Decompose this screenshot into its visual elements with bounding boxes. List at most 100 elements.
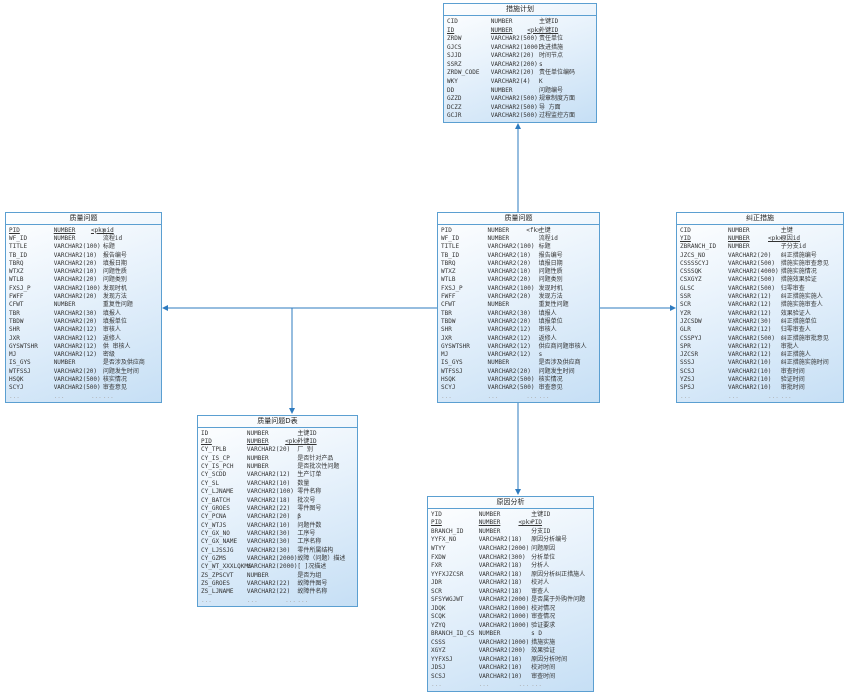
column-row[interactable]: CY_BATCH VARCHAR2(18) 批次号	[201, 497, 354, 505]
column-row[interactable]: WTXZ VARCHAR2(10) 问题性质	[9, 268, 158, 276]
column-row[interactable]: CY_IS_PCH NUMBER 是否批次性问题	[201, 463, 354, 471]
column-row[interactable]: YZSJ VARCHAR2(10) 验证时间	[680, 376, 840, 384]
column-row[interactable]: SSSJ VARCHAR2(10) 纠正措施实施时间	[680, 359, 840, 367]
column-row[interactable]: TBRQ VARCHAR2(20) 填报日期	[9, 260, 158, 268]
column-row[interactable]: SCYJ VARCHAR2(500) 审查意见	[9, 384, 158, 392]
column-row[interactable]: TB_ID VARCHAR2(10) 报告编号	[9, 252, 158, 260]
column-row[interactable]: FXSJ_P VARCHAR2(100) 发现时机	[441, 285, 596, 293]
column-row[interactable]: YID NUMBER 主键ID	[431, 511, 590, 519]
column-row[interactable]: FWFF VARCHAR2(20) 发现方法	[441, 293, 596, 301]
column-row[interactable]: GLSC VARCHAR2(500) 归零审查	[680, 285, 840, 293]
column-row[interactable]: TBR VARCHAR2(30) 填报人	[9, 310, 158, 318]
column-row[interactable]: WTFSSJ VARCHAR2(20) 问题发生时间	[9, 368, 158, 376]
column-row[interactable]: CY_SCDD VARCHAR2(12) 生产订单	[201, 471, 354, 479]
column-row[interactable]: WTYY VARCHAR2(2000) 问题原因	[431, 545, 590, 553]
column-row[interactable]: PID NUMBER <pk> pid	[9, 227, 158, 235]
column-row[interactable]: YZR VARCHAR2(12) 效果验证人	[680, 310, 840, 318]
column-row[interactable]: CFWT NUMBER 重复性问题	[9, 301, 158, 309]
table-quality-issue-center[interactable]: 质量问题 PID NUMBER <fk> 主键 WF_ID NUMBER 流程id TITLE V…	[437, 212, 600, 403]
column-row[interactable]: YID NUMBER <pk> 原因id	[680, 235, 840, 243]
table-cause-analysis[interactable]: 原因分析 YID NUMBER 主键ID PID NUMBER <pk> PID BRANCH_…	[427, 496, 594, 692]
column-row[interactable]: ZBRANCH_ID NUMBER 子分支id	[680, 243, 840, 251]
column-row[interactable]: CY_LJNAME VARCHAR2(100) 零件名称	[201, 488, 354, 496]
column-row[interactable]: JZCS_NO VARCHAR2(20) 纠正措施编号	[680, 252, 840, 260]
column-row[interactable]: ZS_ZPSCVT NUMBER 是否为组	[201, 572, 354, 580]
column-row[interactable]: SSRZ VARCHAR2(200) s	[447, 61, 593, 69]
column-row[interactable]: YYFX_NO VARCHAR2(18) 原因分析编号	[431, 536, 590, 544]
column-row[interactable]: YYFXJZCSR VARCHAR2(18) 原因分析纠正措施人	[431, 571, 590, 579]
column-row[interactable]: CSSSQK VARCHAR2(4000) 措施实施情况	[680, 268, 840, 276]
column-row[interactable]: JXR VARCHAR2(12) 返修人	[9, 335, 158, 343]
column-row[interactable]: HSQK VARCHAR2(500) 核实情况	[9, 376, 158, 384]
column-row[interactable]: PID NUMBER <pk> 外键ID	[201, 438, 354, 446]
column-row[interactable]: SCYJ VARCHAR2(500) 审查意见	[441, 384, 596, 392]
column-row[interactable]: TB_ID VARCHAR2(10) 报告编号	[441, 252, 596, 260]
column-row[interactable]: JDSJ VARCHAR2(10) 校对时间	[431, 664, 590, 672]
column-row[interactable]: CSXGYZ VARCHAR2(500) 措施效果验证	[680, 276, 840, 284]
column-row[interactable]: WTLB VARCHAR2(20) 问题类别	[9, 276, 158, 284]
column-row[interactable]: GJCS VARCHAR2(1000) 改进措施	[447, 44, 593, 52]
column-row[interactable]: CY_GROES VARCHAR2(22) 零件图号	[201, 505, 354, 513]
column-row[interactable]: MJ VARCHAR2(12) 密级	[9, 351, 158, 359]
column-row[interactable]: XGYZ VARCHAR2(200) 效果验证	[431, 647, 590, 655]
column-row[interactable]: ID NUMBER 主键ID	[201, 430, 354, 438]
column-row[interactable]: CY_LJSSJG VARCHAR2(30) 零件所属结构	[201, 547, 354, 555]
column-row[interactable]: WTXZ VARCHAR2(10) 问题性质	[441, 268, 596, 276]
column-row[interactable]: HSQK VARCHAR2(500) 核实情况	[441, 376, 596, 384]
column-row[interactable]: GZZD VARCHAR2(500) 规章制度方面	[447, 95, 593, 103]
column-row[interactable]: FWFF VARCHAR2(20) 发现方法	[9, 293, 158, 301]
column-row[interactable]: CY_SL VARCHAR2(10) 数量	[201, 480, 354, 488]
column-row[interactable]: CID NUMBER 主键	[680, 227, 840, 235]
table-quality-issue-left[interactable]: 质量问题 PID NUMBER <pk> pid WF_ID NUMBER 流程id TITLE…	[5, 212, 162, 403]
column-row[interactable]: TBR VARCHAR2(30) 填报人	[441, 310, 596, 318]
column-row[interactable]: SFSYWGJWT VARCHAR2(2000) 是否属于外购件问题	[431, 596, 590, 604]
column-row[interactable]: JZCSR VARCHAR2(12) 纠正措施人	[680, 351, 840, 359]
column-row[interactable]: TITLE VARCHAR2(100) 标题	[441, 243, 596, 251]
column-row[interactable]: SCR VARCHAR2(18) 审查人	[431, 588, 590, 596]
column-row[interactable]: IS_GYS NUMBER 是否涉及供应商	[9, 359, 158, 367]
column-row[interactable]: ZRDW VARCHAR2(500) 责任单位	[447, 35, 593, 43]
column-row[interactable]: TBRQ VARCHAR2(20) 填报日期	[441, 260, 596, 268]
table-corrective-action[interactable]: 纠正措施 CID NUMBER 主键 YID NUMBER <pk> 原因id ZBRANCH_…	[676, 212, 844, 403]
column-row[interactable]: CY_TPLB VARCHAR2(20) 厂 别	[201, 446, 354, 454]
column-row[interactable]: ZS_GROES VARCHAR2(22) 故障件图号	[201, 580, 354, 588]
column-row[interactable]: GYSWTSHR VARCHAR2(12) 供 审核人	[9, 343, 158, 351]
column-row[interactable]: ID NUMBER <pk> 外键ID	[447, 27, 593, 35]
column-row[interactable]: JDQK VARCHAR2(1000) 校对情况	[431, 605, 590, 613]
column-row[interactable]: SCR VARCHAR2(12) 措施实施审查人	[680, 301, 840, 309]
column-row[interactable]: PID NUMBER <fk> 主键	[441, 227, 596, 235]
column-row[interactable]: DD NUMBER 问题编号	[447, 87, 593, 95]
column-row[interactable]: SCQK VARCHAR2(1000) 审查情况	[431, 613, 590, 621]
column-row[interactable]: TBDW VARCHAR2(20) 填报单位	[441, 318, 596, 326]
column-row[interactable]: CY_WT_XXXLQKMS VARCHAR2(2000)[ ]况描述	[201, 563, 354, 571]
column-row[interactable]: WTLB VARCHAR2(20) 问题类别	[441, 276, 596, 284]
column-row[interactable]: GLR VARCHAR2(12) 归零审查人	[680, 326, 840, 334]
column-row[interactable]: GCJR VARCHAR2(500) 过程监控方面	[447, 112, 593, 120]
table-quality-issue-detail[interactable]: 质量问题D表 ID NUMBER 主键ID PID NUMBER <pk> 外键ID CY_TP…	[197, 415, 358, 607]
column-row[interactable]: TITLE VARCHAR2(100) 标题	[9, 243, 158, 251]
column-row[interactable]: FXSJ_P VARCHAR2(100) 发现时机	[9, 285, 158, 293]
column-row[interactable]: YYFXSJ VARCHAR2(10) 原因分析时间	[431, 656, 590, 664]
column-row[interactable]: DCZZ VARCHAR2(500) 导 方面	[447, 104, 593, 112]
column-row[interactable]: SPR VARCHAR2(12) 审批人	[680, 343, 840, 351]
column-row[interactable]: CFWT NUMBER 重复性问题	[441, 301, 596, 309]
column-row[interactable]: SCSJ VARCHAR2(10) 审查时间	[680, 368, 840, 376]
column-row[interactable]: SHR VARCHAR2(12) 审核人	[9, 326, 158, 334]
column-row[interactable]: SJJD VARCHAR2(20) 时间节点	[447, 52, 593, 60]
column-row[interactable]: BRANCH_ID_CS NUMBER s D	[431, 630, 590, 638]
column-row[interactable]: ZS_LJNAME VARCHAR2(22) 故障件名称	[201, 588, 354, 596]
column-row[interactable]: BRANCH_ID NUMBER 分支ID	[431, 528, 590, 536]
column-row[interactable]: SPSJ VARCHAR2(10) 审批时间	[680, 384, 840, 392]
column-row[interactable]: WF_ID NUMBER 流程id	[9, 235, 158, 243]
column-row[interactable]: CSSSSCYJ VARCHAR2(500) 措施实施审查意见	[680, 260, 840, 268]
column-row[interactable]: TBDW VARCHAR2(20) 填报单位	[9, 318, 158, 326]
column-row[interactable]: GYSWTSHR VARCHAR2(12) 供应商问题审核人	[441, 343, 596, 351]
column-row[interactable]: JXR VARCHAR2(12) 返修人	[441, 335, 596, 343]
column-row[interactable]: CY_GX_NO VARCHAR2(30) 工序号	[201, 530, 354, 538]
column-row[interactable]: CY_GX_NAME VARCHAR2(30) 工序名称	[201, 538, 354, 546]
column-row[interactable]: FXR VARCHAR2(18) 分析人	[431, 562, 590, 570]
column-row[interactable]: CID NUMBER 主键ID	[447, 18, 593, 26]
column-row[interactable]: WTFSSJ VARCHAR2(20) 问题发生时间	[441, 368, 596, 376]
column-row[interactable]: IS_GYS NUMBER 是否涉及供应商	[441, 359, 596, 367]
column-row[interactable]: WF_ID NUMBER 流程id	[441, 235, 596, 243]
